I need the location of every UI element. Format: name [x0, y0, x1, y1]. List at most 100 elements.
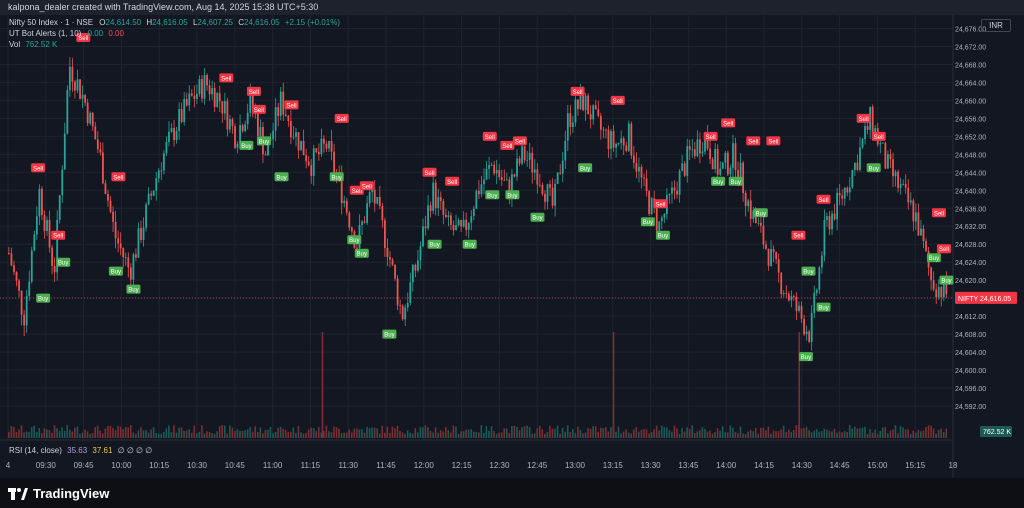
volume-bar [818, 431, 821, 438]
x-tick-label: 12:00 [414, 461, 435, 470]
buy-signal-label: Buy [532, 216, 542, 222]
candle-body [442, 200, 445, 215]
candle-body [706, 135, 709, 149]
low-value: 24,607.25 [197, 18, 233, 27]
sell-signal-label: Sell [655, 202, 665, 208]
volume-bar [587, 427, 589, 438]
candle-body [384, 220, 386, 248]
candle-body [287, 115, 290, 121]
indicator-name[interactable]: UT Bot Alerts (1, 10) [9, 29, 82, 38]
candle-body [777, 259, 780, 273]
candle-body [290, 120, 292, 138]
candle-body [828, 216, 831, 230]
y-tick-label: 24,652.00 [955, 134, 986, 141]
x-tick-label: 13:45 [678, 461, 699, 470]
sell-signal [570, 86, 585, 96]
candle-body [681, 163, 684, 171]
sell-signal-label: Sell [874, 135, 884, 141]
candle-body [630, 123, 633, 156]
volume-bar [328, 431, 330, 438]
candle-body [259, 127, 262, 137]
candle-body [838, 192, 841, 196]
volume-legend[interactable]: Vol 762.52 K [9, 40, 57, 49]
candle-body [35, 216, 38, 235]
volume-bar [333, 426, 335, 438]
candle-body [340, 174, 343, 204]
candle-body [229, 119, 231, 130]
candle-body [249, 91, 252, 113]
volume-bar [455, 426, 457, 438]
rsi-value-1: 35.63 [67, 446, 88, 455]
sell-signal [284, 100, 299, 110]
candle-body [320, 138, 323, 155]
candle-body [645, 178, 648, 192]
candle-body [305, 155, 308, 162]
candle-body [518, 158, 521, 164]
volume-bar [384, 432, 386, 438]
volume-bars [8, 332, 948, 438]
rsi-legend[interactable]: RSI (14, close) 35.63 37.61 ∅ ∅ ∅ ∅ [9, 446, 152, 455]
sell-signal [931, 208, 946, 218]
volume-bar [831, 431, 833, 438]
candle-body [401, 305, 404, 320]
volume-bar [777, 431, 780, 438]
candle-body [315, 148, 318, 152]
volume-bar [152, 427, 155, 438]
volume-bar [350, 432, 353, 438]
volume-bar [239, 430, 241, 438]
buy-signal-label: Buy [713, 180, 723, 186]
y-tick-label: 24,660.00 [955, 98, 986, 105]
candle-body [99, 149, 102, 153]
volume-bar [8, 431, 10, 438]
candle-body [107, 193, 109, 201]
candle-body [188, 93, 191, 106]
sell-signal [445, 176, 460, 186]
price-chart[interactable]: 24,592.00 24,596.00 24,600.00 24,604.00 24,6… [0, 0, 1024, 478]
symbol-legend[interactable]: Nifty 50 Index · 1 · NSE O24,614.50 H24,… [9, 18, 340, 27]
candle-body [709, 148, 711, 160]
candle-body [8, 253, 10, 255]
candle-body [226, 101, 229, 130]
sell-signal-label: Sell [859, 117, 869, 123]
volume-bar [363, 432, 366, 438]
attribution-text: kalpona_dealer created with TradingView.… [8, 2, 319, 12]
candle-body [803, 318, 805, 335]
volume-bar [335, 427, 338, 438]
buy-signal [711, 176, 726, 186]
symbol-name[interactable]: Nifty 50 Index · 1 · NSE [9, 18, 94, 27]
candle-body [152, 190, 155, 196]
candle-body [51, 247, 53, 266]
candle-body [701, 151, 704, 154]
candle-body [20, 290, 23, 315]
sell-signal-label: Sell [221, 76, 231, 82]
candle-body [714, 148, 717, 170]
candle-body [394, 264, 396, 279]
indicator-legend[interactable]: UT Bot Alerts (1, 10) 0.00 0.00 [9, 29, 124, 38]
rsi-label[interactable]: RSI (14, close) [9, 446, 62, 455]
candle-body [386, 247, 389, 258]
x-tick-label: 10:15 [149, 461, 170, 470]
volume-bar [406, 430, 409, 438]
volume-bar [795, 425, 798, 438]
buy-signal-label: Buy [429, 243, 439, 249]
volume-bar [168, 425, 170, 438]
tradingview-logo[interactable]: TradingView [8, 484, 109, 502]
volume-bar [531, 433, 533, 438]
candle-body [678, 170, 681, 195]
volume-bar [897, 433, 899, 438]
candle-body [787, 293, 790, 301]
volume-bar [305, 432, 307, 438]
candle-body [739, 162, 742, 178]
candle-body [399, 305, 402, 307]
candle-body [559, 172, 562, 174]
candle-body [533, 169, 536, 173]
volume-bar [485, 426, 488, 438]
buy-signal [578, 163, 593, 173]
volume-bar [744, 433, 747, 438]
volume-bar [754, 427, 757, 438]
volume-bar [907, 429, 909, 438]
x-tick-label: 13:15 [603, 461, 624, 470]
currency-button[interactable]: INR [981, 19, 1011, 32]
candle-body [343, 200, 346, 204]
volume-bar [378, 433, 381, 438]
